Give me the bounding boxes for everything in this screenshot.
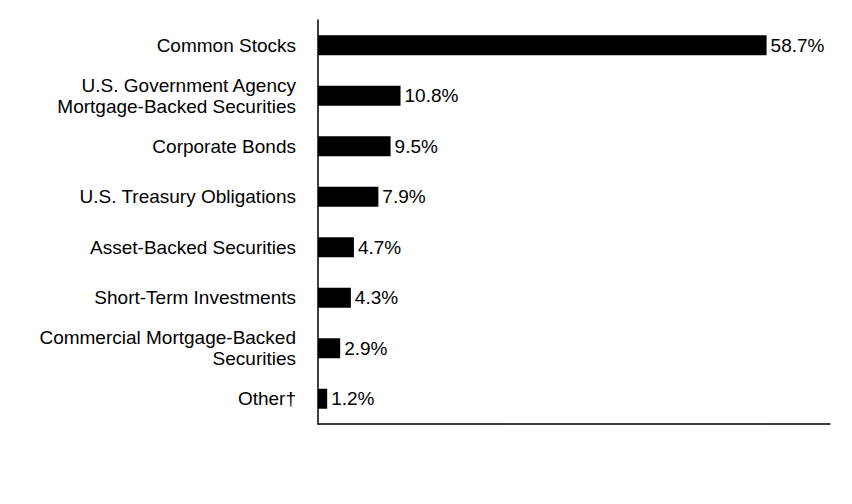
svg-text:U.S. Government Agency: U.S. Government Agency: [82, 75, 297, 96]
svg-text:Corporate Bonds: Corporate Bonds: [152, 136, 296, 157]
svg-text:9.5%: 9.5%: [395, 136, 438, 157]
svg-text:1.2%: 1.2%: [331, 388, 374, 409]
svg-text:10.8%: 10.8%: [405, 85, 459, 106]
svg-text:Common Stocks: Common Stocks: [157, 35, 296, 56]
svg-text:2.9%: 2.9%: [344, 338, 387, 359]
svg-text:Asset-Backed Securities: Asset-Backed Securities: [90, 237, 296, 258]
svg-text:U.S. Treasury Obligations: U.S. Treasury Obligations: [80, 186, 296, 207]
svg-text:7.9%: 7.9%: [382, 186, 425, 207]
svg-text:Securities: Securities: [213, 348, 296, 369]
svg-text:58.7%: 58.7%: [771, 35, 825, 56]
svg-text:Other†: Other†: [238, 388, 296, 409]
svg-text:4.7%: 4.7%: [358, 237, 401, 258]
svg-text:Mortgage-Backed Securities: Mortgage-Backed Securities: [57, 96, 296, 117]
svg-text:Commercial Mortgage-Backed: Commercial Mortgage-Backed: [39, 327, 296, 348]
svg-text:4.3%: 4.3%: [355, 287, 398, 308]
svg-text:Short-Term Investments: Short-Term Investments: [94, 287, 296, 308]
